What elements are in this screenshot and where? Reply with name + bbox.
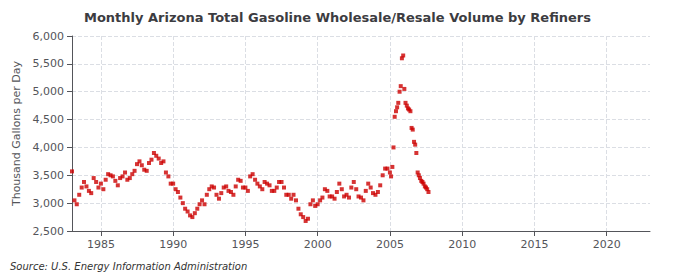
svg-text:2015: 2015 <box>520 238 548 251</box>
svg-text:1990: 1990 <box>159 238 187 251</box>
svg-text:6,000: 6,000 <box>33 30 65 43</box>
svg-text:5,000: 5,000 <box>33 85 65 98</box>
svg-text:Source: U.S. Energy Informatio: Source: U.S. Energy Information Administ… <box>10 261 247 272</box>
svg-text:2020: 2020 <box>593 238 621 251</box>
svg-text:3,500: 3,500 <box>33 169 65 182</box>
svg-text:1985: 1985 <box>87 238 115 251</box>
svg-text:3,000: 3,000 <box>33 197 65 210</box>
svg-text:2005: 2005 <box>376 238 404 251</box>
svg-text:4,000: 4,000 <box>33 141 65 154</box>
svg-text:2010: 2010 <box>448 238 476 251</box>
svg-text:2000: 2000 <box>304 238 332 251</box>
svg-text:2,500: 2,500 <box>33 225 65 238</box>
svg-text:Thousand Gallons per Day: Thousand Gallons per Day <box>10 60 23 207</box>
svg-text:4,500: 4,500 <box>33 113 65 126</box>
svg-text:Monthly Arizona Total Gasoline: Monthly Arizona Total Gasoline Wholesale… <box>84 10 591 25</box>
svg-text:5,500: 5,500 <box>33 57 65 70</box>
svg-text:1995: 1995 <box>231 238 259 251</box>
